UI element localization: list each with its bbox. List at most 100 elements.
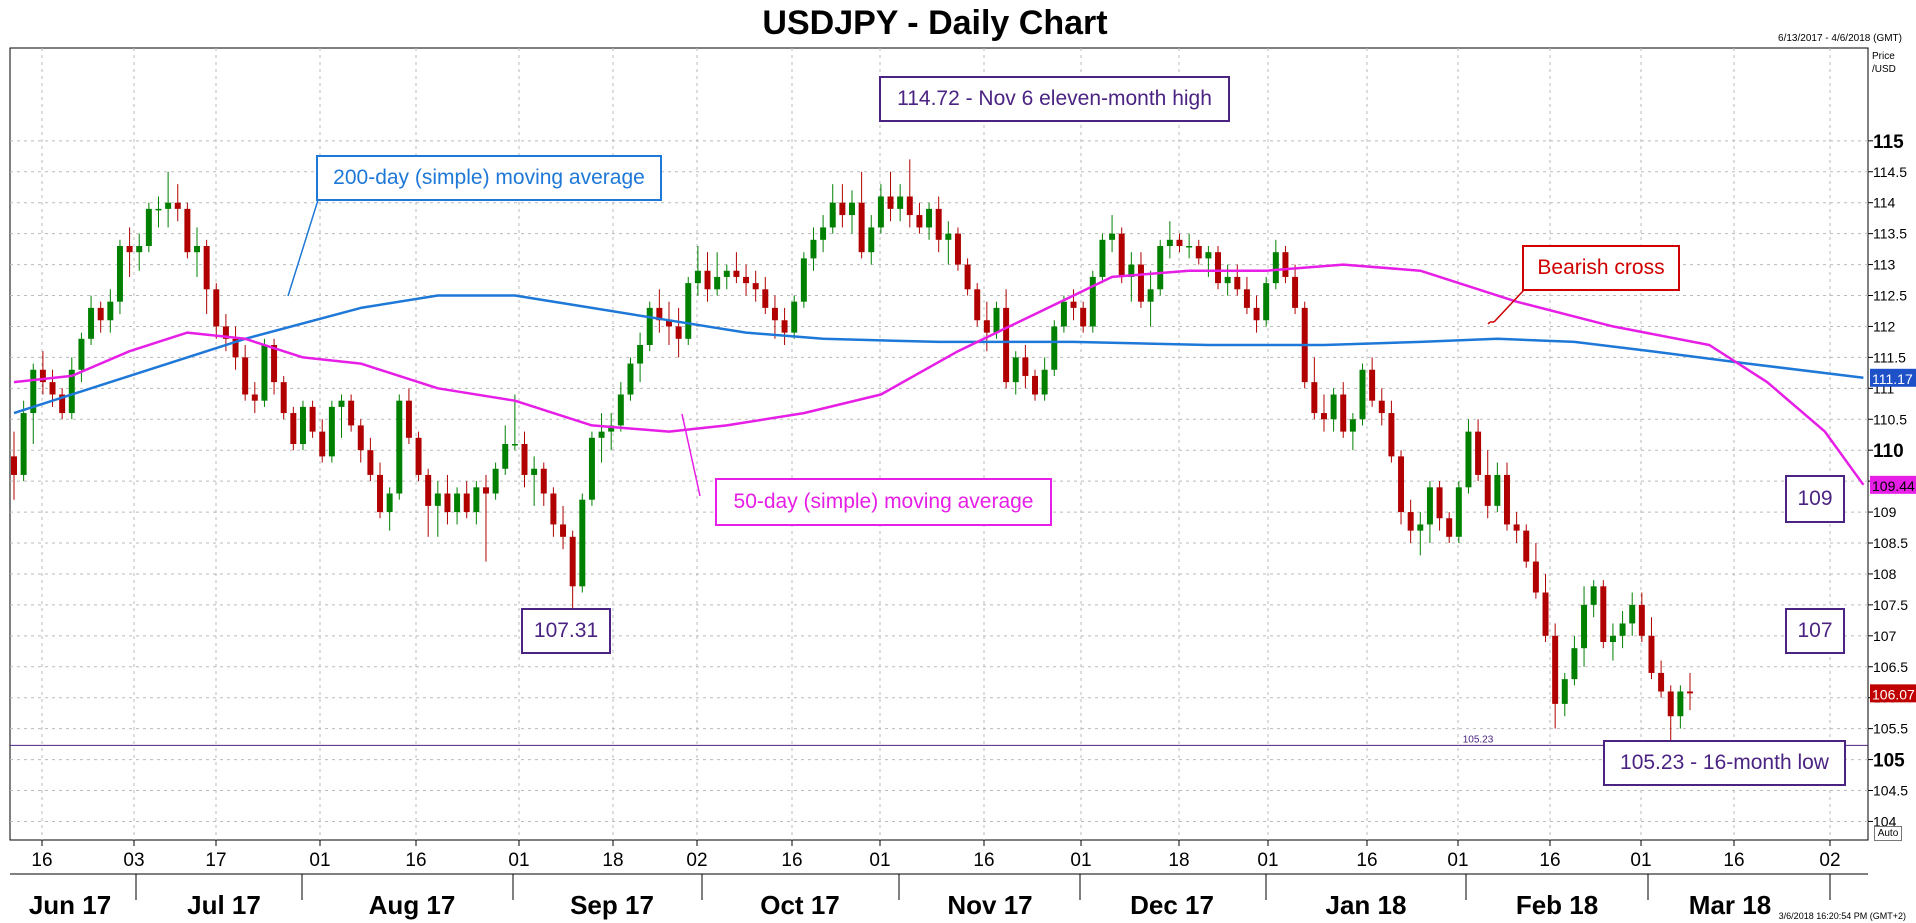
candle-body: [502, 444, 509, 469]
candle-body: [1542, 592, 1549, 636]
candle-body: [1619, 623, 1626, 636]
candle-body: [974, 289, 981, 321]
y-tick-label: 113: [1873, 257, 1896, 273]
y-tick-label: 107: [1873, 628, 1897, 644]
x-tick-label: 01: [1070, 850, 1091, 871]
candle-body: [752, 283, 759, 290]
candle-body: [810, 239, 817, 259]
candle-body: [1099, 239, 1106, 277]
candle-body: [1561, 679, 1568, 704]
candle-body: [714, 276, 721, 290]
candle-body: [1340, 394, 1347, 432]
x-tick-label: 18: [602, 850, 623, 871]
candle-body: [357, 425, 364, 451]
candle-body: [916, 215, 923, 228]
candle-body: [39, 369, 46, 383]
candle-body: [906, 196, 913, 216]
candle-body: [1215, 252, 1222, 284]
candle-body: [569, 536, 576, 587]
candle-body: [954, 233, 961, 265]
candle-body: [1388, 413, 1395, 457]
candle-body: [646, 307, 653, 345]
candle-body: [1369, 369, 1376, 401]
candle-body: [59, 394, 66, 414]
candle-body: [1532, 561, 1539, 593]
candle-body: [617, 394, 624, 426]
y-tick-label: 113.5: [1873, 226, 1907, 242]
candle-body: [107, 301, 114, 321]
candle-body: [1224, 276, 1231, 284]
x-tick-label: 16: [1539, 850, 1560, 871]
candle-body: [1118, 233, 1125, 277]
candle-body: [78, 338, 85, 370]
x-tick-label: 17: [205, 850, 226, 871]
x-month-label: Jun 17: [29, 890, 111, 920]
candle-body: [155, 208, 162, 211]
candle-body: [386, 493, 393, 513]
candle-body: [1398, 456, 1405, 513]
support-line-label: 105.23: [1463, 734, 1494, 745]
candle-body: [685, 283, 692, 339]
candle-body: [1359, 369, 1366, 420]
x-month-label: Nov 17: [947, 890, 1032, 920]
candle-body: [1446, 518, 1453, 537]
candle-body: [1436, 487, 1443, 519]
y-tick-label: 112: [1873, 318, 1896, 334]
candle-body: [348, 400, 355, 426]
candle-body: [1320, 413, 1327, 420]
annotation-high: 114.72 - Nov 6 eleven-month high: [879, 76, 1230, 122]
ma50-line: [13, 263, 1865, 486]
candle-body: [1484, 474, 1491, 506]
candle-body: [1263, 283, 1270, 321]
candle-body: [68, 369, 75, 414]
current-price-tag: 106.07: [1872, 686, 1915, 702]
candle-body: [1166, 239, 1173, 246]
candle-body: [1012, 357, 1019, 383]
candle-body: [1205, 252, 1212, 259]
candle-body: [993, 307, 1000, 333]
candle-body: [1186, 246, 1193, 248]
candle-body: [1349, 419, 1356, 432]
candle-body: [598, 431, 605, 438]
auto-scale-button[interactable]: Auto: [1874, 826, 1902, 841]
y-tick-label: 108: [1873, 566, 1897, 582]
candle-body: [1137, 264, 1144, 302]
annotation-107: 107: [1785, 608, 1845, 654]
candle-body: [964, 264, 971, 290]
candle-body: [1552, 635, 1559, 704]
timestamp: 3/6/2018 16:20:54 PM (GMT+2): [1778, 911, 1906, 921]
x-tick-label: 01: [1257, 850, 1278, 871]
candle-body: [704, 270, 711, 290]
candle-body: [858, 202, 865, 253]
candle-body: [1330, 394, 1337, 420]
ma50-price-tag: 109.44: [1872, 478, 1915, 494]
x-month-label: Oct 17: [760, 890, 840, 920]
candle-body: [184, 208, 191, 253]
candle-body: [1272, 252, 1279, 284]
annotation-low-107-31: 107.31: [521, 608, 611, 654]
candle-body: [1677, 691, 1684, 717]
candle-body: [290, 413, 297, 444]
y-tick-label: 114: [1873, 195, 1896, 211]
candle-body: [1658, 672, 1665, 692]
candle-body: [1311, 382, 1318, 414]
x-tick-label: 02: [686, 850, 707, 871]
y-tick-label: 105: [1873, 751, 1905, 772]
candle-body: [232, 338, 239, 358]
candle-body: [800, 258, 807, 302]
candle-body: [897, 196, 904, 209]
candle-body: [97, 307, 104, 321]
x-month-label: Jan 18: [1326, 890, 1407, 920]
candle-body: [319, 431, 326, 457]
candle-body: [405, 400, 412, 438]
x-tick-label: 16: [31, 850, 52, 871]
candle-body: [1032, 375, 1038, 395]
candle-body: [983, 320, 990, 333]
ma200-price-tag-bg: [1870, 368, 1916, 387]
candle-body: [1003, 307, 1010, 383]
current-price-tag-bg: [1870, 684, 1916, 703]
x-tick-label: 02: [1819, 850, 1840, 871]
candle-body: [1022, 357, 1029, 376]
candle-body: [492, 468, 499, 494]
candle-body: [213, 289, 220, 327]
